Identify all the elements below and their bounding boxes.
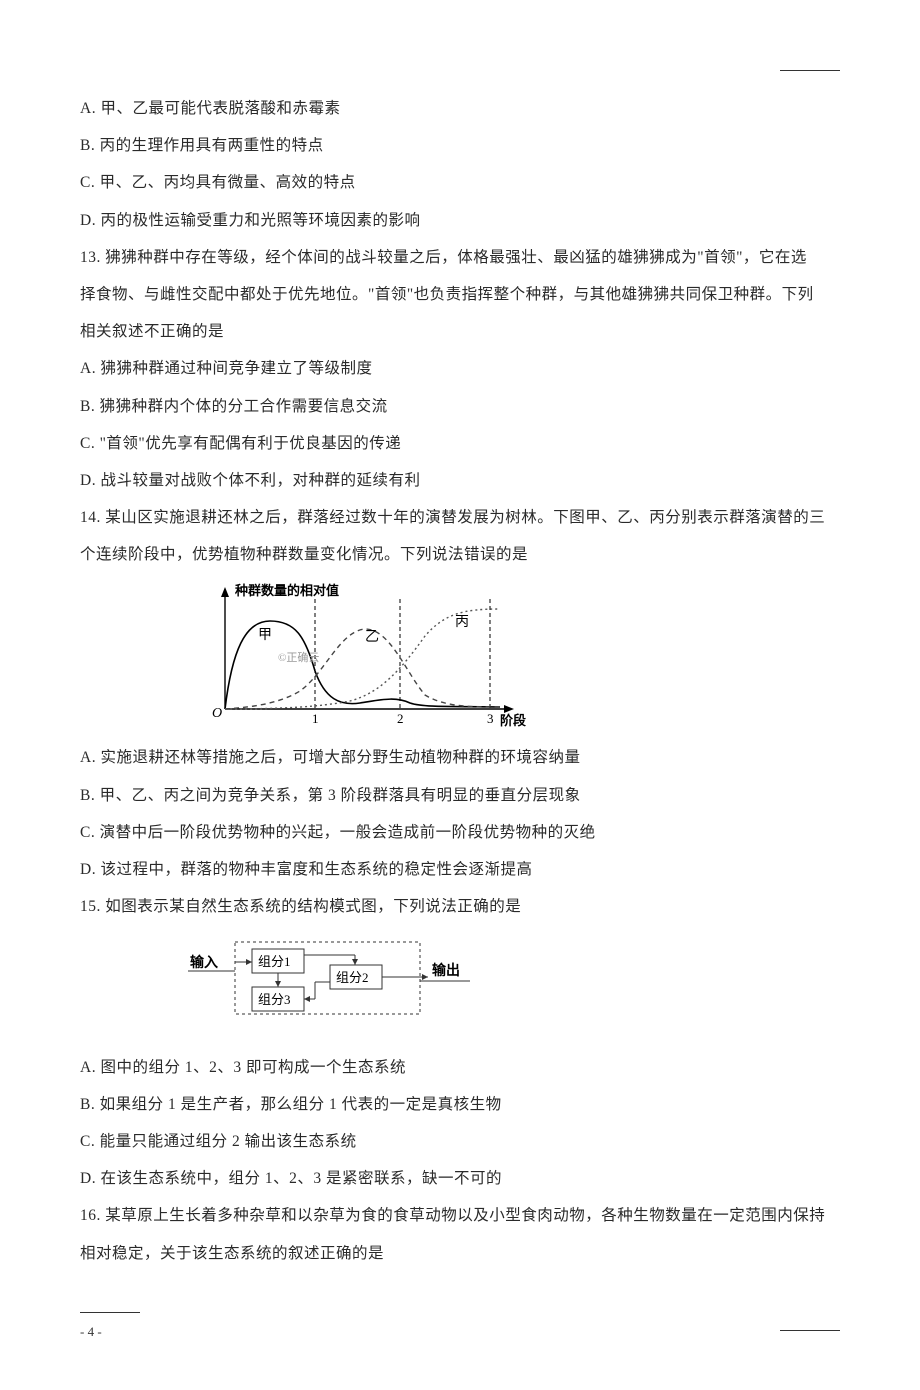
chart-origin: O <box>212 706 222 721</box>
q12-option-b: B. 丙的生理作用具有两重性的特点 <box>80 127 840 164</box>
q14-option-a: A. 实施退耕还林等措施之后，可增大部分野生动植物种群的环境容纳量 <box>80 739 840 776</box>
q14-option-b: B. 甲、乙、丙之间为竞争关系，第 3 阶段群落具有明显的垂直分层现象 <box>80 777 840 814</box>
q15-option-d: D. 在该生态系统中，组分 1、2、3 是紧密联系，缺一不可的 <box>80 1160 840 1197</box>
q16-stem: 16. 某草原上生长着多种杂草和以杂草为食的食草动物以及小型食肉动物，各种生物数… <box>80 1197 840 1234</box>
series-yi-label: 乙 <box>365 629 379 645</box>
q16-stem: 相对稳定，关于该生态系统的叙述正确的是 <box>80 1235 840 1272</box>
page-number: - 4 - <box>80 1324 102 1339</box>
q13-stem: 13. 狒狒种群中存在等级，经个体间的战斗较量之后，体格最强壮、最凶猛的雄狒狒成… <box>80 239 840 276</box>
q15-option-a: A. 图中的组分 1、2、3 即可构成一个生态系统 <box>80 1049 840 1086</box>
diagram-box1: 组分1 <box>258 954 291 969</box>
series-bing-label: 丙 <box>455 615 469 630</box>
diagram-output-label: 输出 <box>432 962 460 979</box>
page-footer: - 4 - <box>80 1312 840 1350</box>
q14-stem: 14. 某山区实施退耕还林之后，群落经过数十年的演替发展为树林。下图甲、乙、丙分… <box>80 499 840 536</box>
page-body: A. 甲、乙最可能代表脱落酸和赤霉素 B. 丙的生理作用具有两重性的特点 C. … <box>0 0 920 1390</box>
q15-option-b: B. 如果组分 1 是生产者，那么组分 1 代表的一定是真核生物 <box>80 1086 840 1123</box>
header-rule-right <box>780 70 840 71</box>
q12-option-c: C. 甲、乙、丙均具有微量、高效的特点 <box>80 164 840 201</box>
q13-option-c: C. "首领"优先享有配偶有利于优良基因的传递 <box>80 425 840 462</box>
q14-option-c: C. 演替中后一阶段优势物种的兴起，一般会造成前一阶段优势物种的灭绝 <box>80 814 840 851</box>
footer-rule-right <box>780 1330 840 1331</box>
chart-tick-2: 2 <box>397 711 404 726</box>
chart-tick-3: 3 <box>487 711 494 726</box>
chart-ylabel: 种群数量的相对值 <box>234 583 339 598</box>
chart-xlabel: 阶段 <box>500 713 526 728</box>
q13-option-d: D. 战斗较量对战败个体不利，对种群的延续有利 <box>80 462 840 499</box>
q13-option-b: B. 狒狒种群内个体的分工合作需要信息交流 <box>80 388 840 425</box>
diagram-box3: 组分3 <box>258 992 291 1007</box>
diagram-input-label: 输入 <box>190 954 218 971</box>
q13-stem: 相关叙述不正确的是 <box>80 313 840 350</box>
q15-option-c: C. 能量只能通过组分 2 输出该生态系统 <box>80 1123 840 1160</box>
chart-watermark: ©正确云 <box>278 651 319 664</box>
chart-tick-1: 1 <box>312 711 319 726</box>
q14-option-d: D. 该过程中，群落的物种丰富度和生态系统的稳定性会逐渐提高 <box>80 851 840 888</box>
q12-option-d: D. 丙的极性运输受重力和光照等环境因素的影响 <box>80 202 840 239</box>
q14-chart: 种群数量的相对值 甲 乙 丙 ©正确云 O 1 2 3 阶段 <box>200 581 840 731</box>
diagram-box2: 组分2 <box>336 970 369 985</box>
q12-option-a: A. 甲、乙最可能代表脱落酸和赤霉素 <box>80 90 840 127</box>
q14-stem: 个连续阶段中，优势植物种群数量变化情况。下列说法错误的是 <box>80 536 840 573</box>
q15-diagram: 输入 组分1 组分2 组分3 <box>180 937 840 1036</box>
series-jia-label: 甲 <box>258 628 272 643</box>
q13-stem: 择食物、与雌性交配中都处于优先地位。"首领"也负责指挥整个种群，与其他雄狒狒共同… <box>80 276 840 313</box>
q13-option-a: A. 狒狒种群通过种间竞争建立了等级制度 <box>80 350 840 387</box>
q15-stem: 15. 如图表示某自然生态系统的结构模式图，下列说法正确的是 <box>80 888 840 925</box>
footer-rule-left <box>80 1312 140 1313</box>
